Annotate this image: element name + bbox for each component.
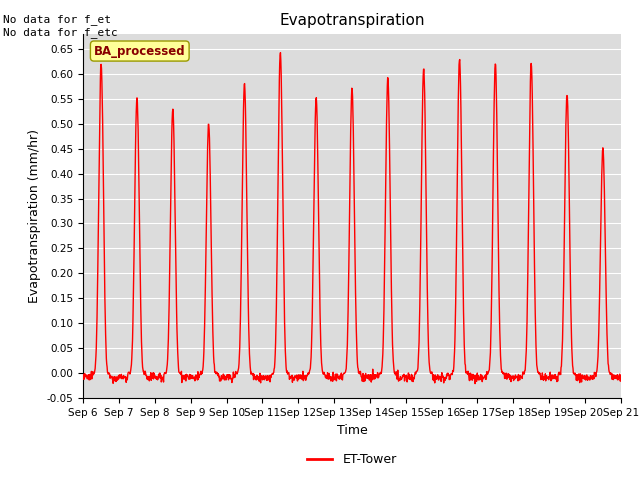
X-axis label: Time: Time: [337, 424, 367, 437]
Text: BA_processed: BA_processed: [94, 45, 186, 58]
Y-axis label: Evapotranspiration (mm/hr): Evapotranspiration (mm/hr): [28, 129, 41, 303]
Title: Evapotranspiration: Evapotranspiration: [279, 13, 425, 28]
Text: No data for f_et
No data for f_etc: No data for f_et No data for f_etc: [3, 14, 118, 38]
Legend: ET-Tower: ET-Tower: [302, 448, 402, 471]
